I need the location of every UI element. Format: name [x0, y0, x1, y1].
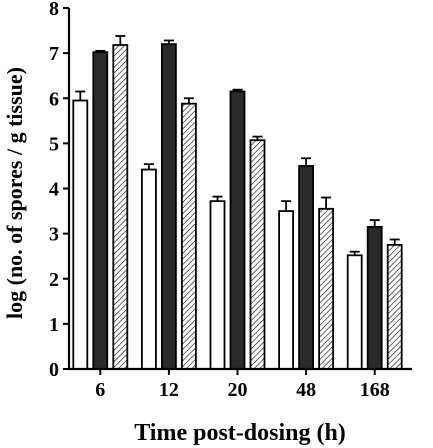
bar: [386, 244, 403, 370]
y-tick-label: 7: [49, 43, 59, 65]
bar: [209, 200, 226, 370]
bar: [140, 168, 157, 370]
y-tick-label: 5: [49, 133, 59, 155]
x-tick-label: 48: [296, 379, 316, 401]
bars-group: [72, 35, 403, 370]
y-tick-label: 6: [49, 88, 59, 110]
bar: [346, 254, 363, 370]
bar: [229, 90, 246, 370]
bar: [180, 102, 197, 370]
y-tick-label: 4: [49, 179, 59, 201]
bar: [298, 165, 315, 370]
x-tick-label: 6: [95, 379, 105, 401]
bar: [318, 207, 335, 370]
y-axis-title: log (no. of spores / g tissue): [2, 67, 27, 319]
x-tick-label: 12: [159, 379, 179, 401]
y-tick-label: 3: [49, 224, 59, 246]
y-tick-label: 8: [49, 0, 59, 20]
x-axis-title: Time post-dosing (h): [134, 420, 346, 446]
bar: [92, 51, 109, 370]
bar: [112, 44, 129, 370]
x-axis-ticks: 6 12 20 48 168: [95, 369, 390, 401]
bar: [72, 99, 89, 370]
bar: [160, 43, 177, 370]
y-tick-label: 1: [49, 314, 59, 336]
bar: [278, 210, 295, 370]
y-axis-ticks: 0 1 2 3 4 5 6 7 8: [49, 0, 69, 381]
y-tick-label: 0: [49, 359, 59, 381]
bar: [366, 225, 383, 370]
y-tick-label: 2: [49, 269, 59, 291]
x-tick-label: 168: [360, 379, 390, 401]
x-tick-label: 20: [228, 379, 248, 401]
bar: [249, 139, 266, 370]
